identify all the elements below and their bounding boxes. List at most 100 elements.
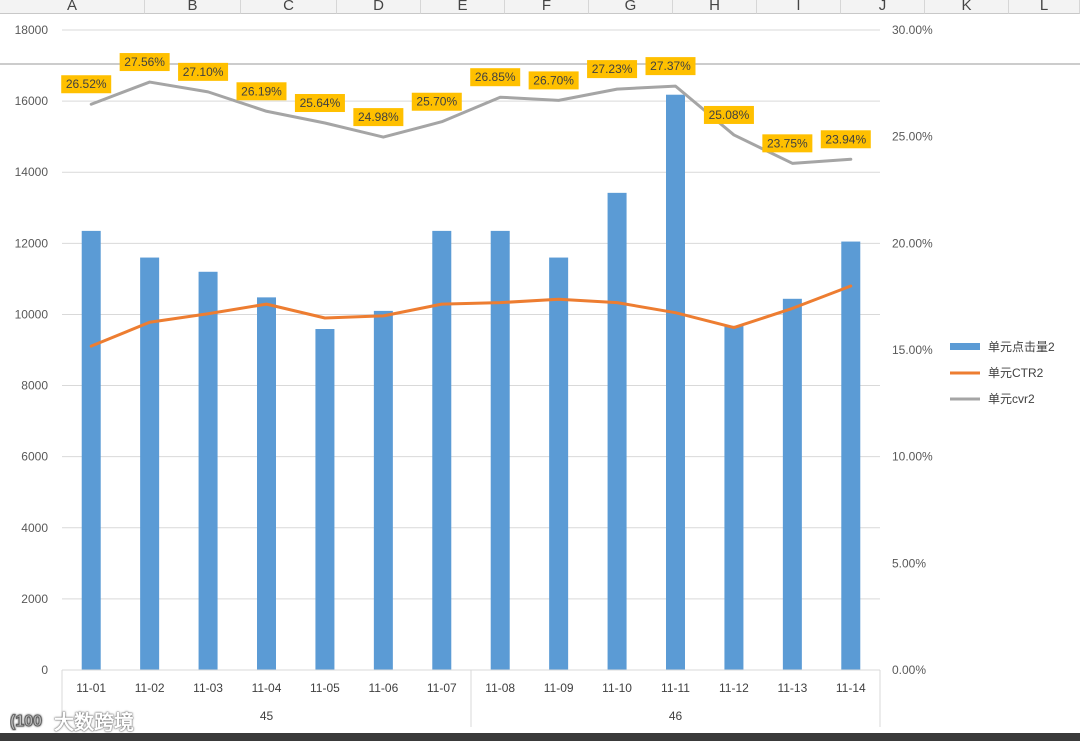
data-label-box: [587, 60, 638, 79]
x-tick-label: 11-11: [661, 681, 690, 695]
x-tick-label: 11-04: [252, 681, 282, 695]
data-label: 24.98%: [358, 110, 399, 124]
data-label: 26.85%: [475, 70, 516, 84]
data-label: 25.70%: [416, 95, 457, 109]
data-label: 26.19%: [241, 84, 282, 98]
x-group-label: 45: [260, 709, 274, 723]
bar-11-01[interactable]: [81, 230, 101, 670]
y-tick-label: 14000: [15, 165, 49, 179]
data-label-box: [294, 94, 345, 113]
data-label-box: [645, 57, 696, 76]
x-tick-label: 11-01: [76, 681, 106, 695]
data-label: 26.52%: [66, 77, 107, 91]
x-tick-label: 11-13: [777, 681, 807, 695]
x-tick-label: 11-08: [485, 681, 515, 695]
column-header-h[interactable]: H: [673, 0, 757, 14]
column-header-e[interactable]: E: [421, 0, 505, 14]
column-header-c[interactable]: C: [241, 0, 337, 14]
data-label-box: [119, 53, 170, 72]
data-label: 23.94%: [825, 132, 866, 146]
y2-tick-label: 25.00%: [892, 130, 933, 144]
data-label-box: [470, 68, 521, 87]
bar-11-13[interactable]: [782, 298, 802, 670]
data-label: 27.23%: [592, 62, 633, 76]
data-label-box: [528, 71, 579, 90]
column-header-j[interactable]: J: [841, 0, 925, 14]
x-axis: 11-01 11-02 11-03 11-04 11-05 11-06 11-07 11-08…: [61, 669, 881, 727]
column-header-f[interactable]: F: [505, 0, 589, 14]
ctr-line[interactable]: [89, 284, 853, 348]
y2-tick-label: 30.00%: [892, 23, 933, 37]
bar-11-05[interactable]: [315, 329, 335, 670]
y-tick-label: 12000: [15, 236, 49, 250]
data-label-box: [178, 62, 229, 81]
legend-entry[interactable]: 单元点击量2: [988, 340, 1055, 354]
bar-11-11[interactable]: [666, 94, 685, 670]
watermark-logo-icon: (100: [10, 713, 42, 731]
bar-11-06[interactable]: [373, 310, 393, 670]
x-tick-label: 11-05: [310, 681, 340, 695]
watermark-text: 大数跨境: [54, 711, 134, 734]
bar-11-12[interactable]: [724, 325, 744, 670]
data-label-box: [61, 75, 112, 94]
y2-tick-label: 20.00%: [892, 236, 933, 250]
x-tick-label: 11-06: [368, 681, 398, 695]
y-tick-label: 16000: [15, 94, 49, 108]
x-tick-label: 11-14: [836, 681, 866, 695]
y-tick-label: 10000: [15, 307, 49, 321]
bar-11-09[interactable]: [549, 257, 569, 670]
y2-tick-label: 10.00%: [892, 450, 933, 464]
y-axis-primary: 0 2000 4000 6000 8000 10000 12000 14000 16000 180…: [15, 23, 49, 677]
legend-entry[interactable]: 单元CTR2: [988, 366, 1044, 380]
y-tick-label: 18000: [15, 23, 49, 37]
data-label: 27.37%: [650, 59, 691, 73]
y-tick-label: 0: [41, 663, 48, 677]
x-tick-label: 11-10: [602, 681, 632, 695]
data-label: 27.10%: [183, 65, 224, 79]
data-label-box: [353, 108, 404, 127]
bar-11-04[interactable]: [257, 297, 276, 670]
cvr-line[interactable]: [89, 80, 853, 165]
data-label-box: [820, 130, 871, 149]
x-tick-label: 11-09: [544, 681, 574, 695]
data-label: 27.56%: [124, 55, 165, 69]
column-header-a[interactable]: A: [0, 0, 145, 14]
legend-entry[interactable]: 单元cvr2: [988, 392, 1035, 406]
data-label: 25.08%: [709, 108, 750, 122]
bar-11-07[interactable]: [432, 230, 452, 670]
column-header-i[interactable]: I: [757, 0, 841, 14]
x-tick-label: 11-03: [193, 681, 223, 695]
y-tick-label: 8000: [21, 379, 48, 393]
x-group-label: 46: [669, 709, 683, 723]
data-label: 26.70%: [533, 73, 574, 87]
column-header-b[interactable]: B: [145, 0, 241, 14]
bar-11-08[interactable]: [490, 230, 510, 670]
y2-tick-label: 0.00%: [892, 663, 926, 677]
bar-11-02[interactable]: [140, 257, 160, 670]
legend-swatch-bar: [950, 343, 980, 350]
data-label-box: [236, 82, 287, 101]
data-label-box: [411, 92, 462, 111]
column-header-k[interactable]: K: [925, 0, 1009, 14]
column-header-d[interactable]: D: [337, 0, 421, 14]
y-tick-label: 6000: [21, 450, 48, 464]
data-label-box: [703, 105, 754, 124]
y-axis-secondary: 0.00% 5.00% 10.00% 15.00% 20.00% 25.00% 30.00%: [892, 23, 933, 677]
y-tick-label: 2000: [21, 592, 48, 606]
bar-11-10[interactable]: [607, 192, 627, 670]
y-tick-label: 4000: [21, 521, 48, 535]
column-header-g[interactable]: G: [589, 0, 673, 14]
bar-11-14[interactable]: [841, 241, 861, 671]
y2-tick-label: 15.00%: [892, 343, 933, 357]
data-label: 25.64%: [300, 96, 341, 110]
data-label-box: [762, 134, 813, 153]
data-label: 23.75%: [767, 136, 808, 150]
bar-11-03[interactable]: [198, 271, 218, 670]
data-labels: 26.52% 27.56% 27.10% 26.19% 25.64% 24.98% 25.7…: [61, 53, 871, 153]
lines-series: [89, 80, 853, 348]
window-bottom-edge: [0, 733, 1080, 741]
legend: 单元点击量2 单元CTR2 单元cvr2: [950, 340, 1055, 406]
x-tick-label: 11-07: [427, 681, 457, 695]
x-tick-label: 11-02: [135, 681, 165, 695]
